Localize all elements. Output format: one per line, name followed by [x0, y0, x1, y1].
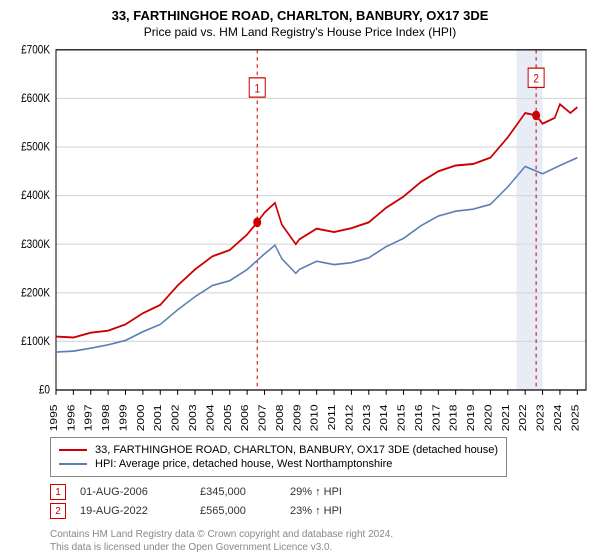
svg-text:1997: 1997 — [84, 404, 95, 431]
svg-text:£400K: £400K — [21, 189, 50, 202]
svg-text:2001: 2001 — [153, 404, 164, 431]
svg-text:2004: 2004 — [205, 404, 216, 431]
sale-price: £345,000 — [200, 486, 290, 498]
sale-price: £565,000 — [200, 505, 290, 517]
legend-row: HPI: Average price, detached house, West… — [59, 458, 498, 470]
svg-text:2006: 2006 — [240, 404, 251, 431]
legend-swatch — [59, 449, 87, 451]
line-chart-svg: £0 £100K £200K £300K £400K £500K £600K £700K 199… — [10, 45, 590, 431]
svg-text:2018: 2018 — [449, 404, 460, 431]
sale-date: 19-AUG-2022 — [80, 505, 200, 517]
svg-text:1: 1 — [254, 83, 260, 96]
sale-marker-box: 1 — [50, 484, 66, 500]
legend-swatch — [59, 463, 87, 465]
svg-text:2: 2 — [533, 73, 539, 86]
svg-text:2020: 2020 — [483, 404, 494, 431]
chart-plot: £0 £100K £200K £300K £400K £500K £600K £700K 199… — [10, 45, 590, 431]
svg-text:2005: 2005 — [223, 404, 234, 431]
svg-text:2022: 2022 — [518, 404, 529, 431]
svg-text:2000: 2000 — [136, 404, 147, 431]
sale-marker-box: 2 — [50, 503, 66, 519]
title-address: 33, FARTHINGHOE ROAD, CHARLTON, BANBURY,… — [10, 8, 590, 23]
svg-text:2019: 2019 — [466, 404, 477, 431]
svg-text:2008: 2008 — [275, 404, 286, 431]
sale-date: 01-AUG-2006 — [80, 486, 200, 498]
footer-attribution: Contains HM Land Registry data © Crown c… — [50, 528, 590, 554]
svg-text:2014: 2014 — [379, 404, 390, 431]
svg-text:2013: 2013 — [362, 404, 373, 431]
svg-text:2009: 2009 — [292, 404, 303, 431]
svg-text:£500K: £500K — [21, 141, 50, 154]
svg-text:£100K: £100K — [21, 335, 50, 348]
svg-text:2025: 2025 — [570, 404, 581, 431]
svg-text:2007: 2007 — [257, 404, 268, 431]
svg-text:1995: 1995 — [49, 404, 60, 431]
footer-line2: This data is licensed under the Open Gov… — [50, 541, 590, 554]
svg-text:2017: 2017 — [431, 404, 442, 431]
svg-text:1998: 1998 — [101, 404, 112, 431]
chart-container: 33, FARTHINGHOE ROAD, CHARLTON, BANBURY,… — [0, 0, 600, 560]
sale-pct: 29% ↑ HPI — [290, 486, 370, 498]
svg-text:1996: 1996 — [66, 404, 77, 431]
sales-table: 1 01-AUG-2006 £345,000 29% ↑ HPI 2 19-AU… — [50, 481, 590, 522]
svg-text:2003: 2003 — [188, 404, 199, 431]
legend-label: 33, FARTHINGHOE ROAD, CHARLTON, BANBURY,… — [95, 444, 498, 456]
sale-row: 1 01-AUG-2006 £345,000 29% ↑ HPI — [50, 484, 590, 500]
svg-text:£0: £0 — [39, 384, 50, 397]
svg-text:2016: 2016 — [414, 404, 425, 431]
svg-text:£300K: £300K — [21, 238, 50, 251]
svg-text:2012: 2012 — [344, 404, 355, 431]
legend-row: 33, FARTHINGHOE ROAD, CHARLTON, BANBURY,… — [59, 444, 498, 456]
footer-line1: Contains HM Land Registry data © Crown c… — [50, 528, 590, 541]
svg-text:£600K: £600K — [21, 92, 50, 105]
svg-text:£700K: £700K — [21, 45, 50, 57]
svg-text:2024: 2024 — [553, 404, 564, 431]
svg-text:2010: 2010 — [310, 404, 321, 431]
svg-text:2011: 2011 — [327, 404, 338, 430]
title-block: 33, FARTHINGHOE ROAD, CHARLTON, BANBURY,… — [10, 8, 590, 39]
svg-text:1999: 1999 — [118, 404, 129, 431]
svg-text:2015: 2015 — [396, 404, 407, 431]
sale-row: 2 19-AUG-2022 £565,000 23% ↑ HPI — [50, 503, 590, 519]
svg-text:£200K: £200K — [21, 287, 50, 300]
legend: 33, FARTHINGHOE ROAD, CHARLTON, BANBURY,… — [50, 437, 507, 477]
svg-text:2002: 2002 — [171, 404, 182, 431]
sale-pct: 23% ↑ HPI — [290, 505, 370, 517]
svg-text:2023: 2023 — [535, 404, 546, 431]
svg-text:2021: 2021 — [501, 404, 512, 431]
legend-label: HPI: Average price, detached house, West… — [95, 458, 392, 470]
title-subtitle: Price paid vs. HM Land Registry's House … — [10, 25, 590, 39]
